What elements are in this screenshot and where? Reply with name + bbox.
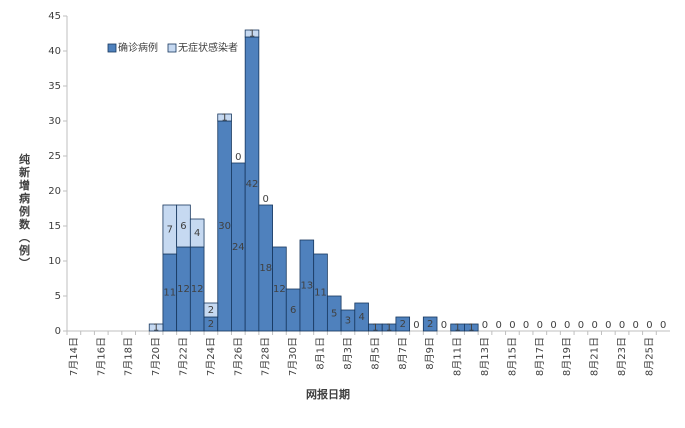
- data-label: 1: [454, 323, 460, 334]
- x-tick-label: 8月17日: [534, 337, 546, 376]
- y-tick-label: 10: [48, 256, 61, 267]
- data-label: 0: [413, 320, 419, 331]
- data-label: 2: [208, 305, 214, 316]
- x-tick-label: 8月9日: [424, 337, 436, 370]
- data-label: 42: [246, 179, 259, 190]
- legend-label: 确诊病例: [118, 41, 158, 54]
- legend-label: 无症状感染者: [178, 41, 238, 54]
- data-label: 11: [314, 288, 327, 299]
- data-label: 1: [153, 323, 159, 334]
- x-tick-label: 7月24日: [205, 337, 217, 376]
- bar-segment: [354, 302, 369, 332]
- x-tick-label: 7月22日: [177, 337, 189, 376]
- data-label: 0: [619, 320, 625, 331]
- data-label: 3: [345, 316, 351, 327]
- y-tick-label: 20: [48, 186, 61, 197]
- x-tick-label: 7月14日: [68, 337, 80, 376]
- x-tick-label: 7月16日: [95, 337, 107, 376]
- x-tick-label: 8月23日: [616, 337, 628, 376]
- data-label: 1: [372, 323, 378, 334]
- data-label: 0: [646, 320, 652, 331]
- y-tick-label: 30: [48, 116, 61, 127]
- data-label: 0: [550, 320, 556, 331]
- data-label: 4: [358, 312, 364, 323]
- y-tick-label: 0: [55, 326, 61, 337]
- data-label: 7: [167, 225, 173, 236]
- y-tick-label: 15: [48, 221, 61, 232]
- data-label: 0: [605, 320, 611, 331]
- x-tick-label: 8月21日: [589, 337, 601, 376]
- x-tick-label: 8月7日: [397, 337, 409, 370]
- data-label: 1: [249, 29, 255, 40]
- data-label: 11: [163, 288, 176, 299]
- x-tick-label: 7月26日: [232, 337, 244, 376]
- bar-segment: [422, 316, 438, 332]
- x-tick-label: 8月11日: [452, 337, 464, 376]
- bar-segment: [217, 113, 232, 122]
- data-label: 12: [273, 284, 286, 295]
- data-label: 0: [441, 320, 447, 331]
- legend-swatch: [167, 43, 177, 53]
- bar-segment: [203, 302, 219, 318]
- data-label: 0: [263, 194, 269, 205]
- y-tick-label: 45: [48, 11, 61, 22]
- data-label: 1: [386, 323, 392, 334]
- x-tick-label: 7月20日: [150, 337, 162, 376]
- data-label: 30: [218, 221, 231, 232]
- legend-swatch: [107, 43, 117, 53]
- data-label: 0: [591, 320, 597, 331]
- x-tick-label: 8月25日: [643, 337, 655, 376]
- x-tick-label: 7月18日: [123, 337, 135, 376]
- x-tick-label: 7月30日: [287, 337, 299, 376]
- data-label: 1: [221, 113, 227, 124]
- x-axis-label: 网报日期: [306, 387, 350, 401]
- data-label: 0: [482, 320, 488, 331]
- bar-segment: [244, 29, 260, 38]
- y-tick-label: 25: [48, 151, 61, 162]
- data-label: 2: [427, 319, 433, 330]
- data-label: 0: [509, 320, 515, 331]
- x-tick-label: 8月19日: [561, 337, 573, 376]
- bar-segment: [313, 253, 328, 332]
- data-label: 0: [564, 320, 570, 331]
- data-label: 4: [194, 228, 200, 239]
- data-label: 12: [191, 284, 204, 295]
- data-label: 0: [537, 320, 543, 331]
- y-axis-label: 纯新增病例数（例）: [18, 152, 32, 270]
- x-tick-label: 8月1日: [315, 337, 327, 370]
- data-label: 6: [290, 305, 296, 316]
- data-label: 12: [177, 284, 190, 295]
- data-label: 18: [259, 263, 272, 274]
- y-tick-label: 35: [48, 81, 61, 92]
- x-tick-label: 8月15日: [506, 337, 518, 376]
- bar-segment: [189, 218, 205, 248]
- x-tick-label: 8月5日: [369, 337, 381, 370]
- data-label: 0: [660, 320, 666, 331]
- data-label: 0: [578, 320, 584, 331]
- bar-segment: [464, 323, 479, 332]
- data-label: 2: [208, 319, 214, 330]
- y-tick-label: 5: [55, 291, 61, 302]
- data-label: 2: [400, 319, 406, 330]
- data-label: 1: [468, 323, 474, 334]
- x-tick-label: 8月3日: [342, 337, 354, 370]
- data-label: 13: [300, 281, 313, 292]
- data-label: 0: [496, 320, 502, 331]
- data-label: 5: [331, 309, 337, 320]
- x-tick-label: 7月28日: [260, 337, 272, 376]
- data-label: 0: [235, 152, 241, 163]
- data-label: 6: [180, 221, 186, 232]
- bar-segment: [395, 316, 411, 332]
- data-label: 0: [633, 320, 639, 331]
- bar-segment: [148, 323, 164, 332]
- data-label: 0: [523, 320, 529, 331]
- data-label: 24: [232, 242, 245, 253]
- x-tick-label: 8月13日: [479, 337, 491, 376]
- y-tick-label: 40: [48, 46, 61, 57]
